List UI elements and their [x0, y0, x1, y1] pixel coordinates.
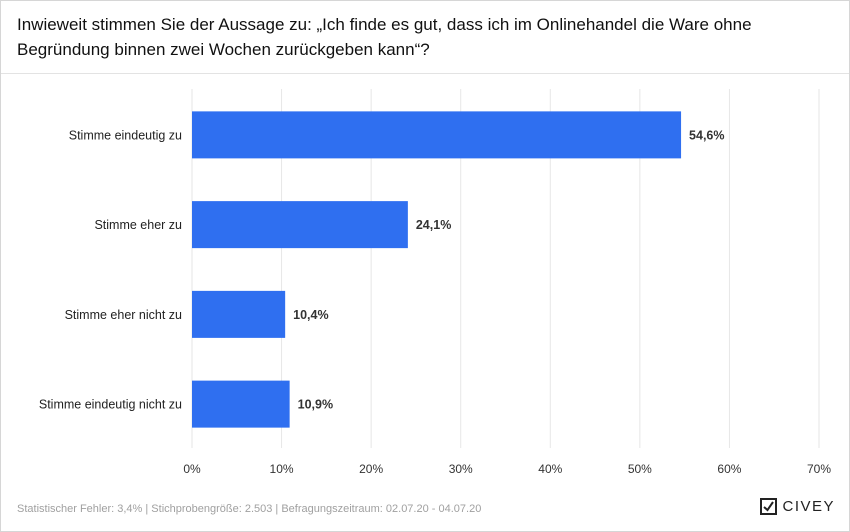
- bar: [192, 380, 290, 428]
- data-label: 10,4%: [293, 308, 328, 322]
- footer-note: Statistischer Fehler: 3,4% | Stichproben…: [17, 503, 482, 515]
- bar: [192, 111, 682, 159]
- category-label: Stimme eindeutig nicht zu: [39, 398, 182, 412]
- bar: [192, 201, 408, 249]
- data-label: 24,1%: [416, 218, 451, 232]
- x-tick-label: 40%: [538, 462, 562, 476]
- x-tick-label: 50%: [628, 462, 652, 476]
- civey-logo-icon: [760, 498, 778, 515]
- data-label: 10,9%: [298, 398, 333, 412]
- bar-chart: 0% 10% 20% 30% 40% 50% 60% 70% Stimme eindeutig …: [39, 89, 831, 476]
- x-tick-label: 70%: [807, 462, 831, 476]
- data-label: 54,6%: [689, 128, 724, 142]
- civey-logo: CIVEY: [760, 498, 835, 515]
- category-label: Stimme eindeutig zu: [69, 128, 182, 142]
- x-tick-label: 60%: [717, 462, 741, 476]
- bar: [192, 290, 286, 338]
- x-tick-label: 30%: [449, 462, 473, 476]
- chart-header: Inwieweit stimmen Sie der Aussage zu: „I…: [1, 1, 849, 74]
- x-tick-label: 20%: [359, 462, 383, 476]
- x-tick-label: 0%: [183, 462, 201, 476]
- category-label: Stimme eher zu: [94, 218, 182, 232]
- x-tick-label: 10%: [270, 462, 294, 476]
- category-label: Stimme eher nicht zu: [65, 308, 182, 322]
- chart-title: Inwieweit stimmen Sie der Aussage zu: „I…: [17, 15, 752, 59]
- logo-text: CIVEY: [782, 498, 835, 515]
